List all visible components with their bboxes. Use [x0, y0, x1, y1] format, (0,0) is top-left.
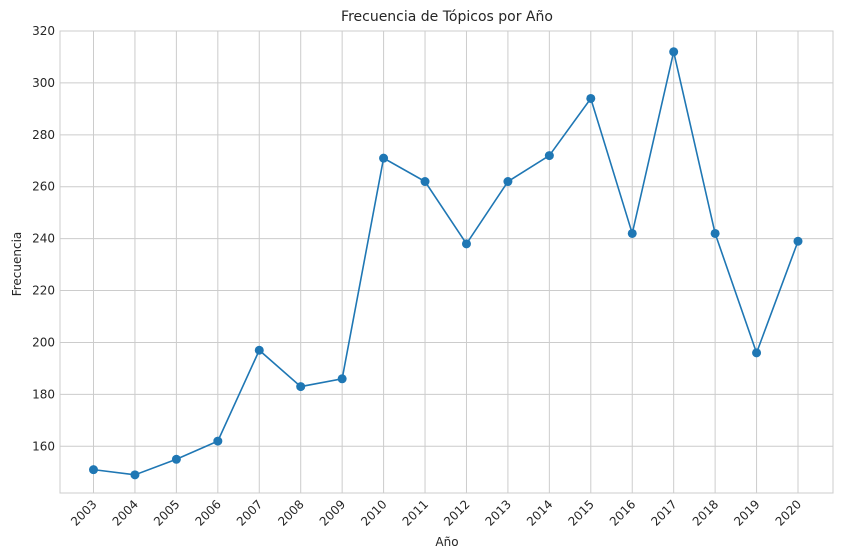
x-tick-label: 2012	[441, 497, 472, 528]
x-tick-label: 2015	[565, 497, 596, 528]
series-line	[93, 51, 799, 476]
x-tick-label: 2014	[524, 497, 555, 528]
data-point-2018	[710, 228, 720, 238]
x-tick-label: 2006	[192, 497, 223, 528]
data-point-2004	[130, 470, 140, 480]
data-point-2005	[171, 454, 181, 464]
x-gridlines	[93, 31, 799, 493]
data-point-2012	[461, 239, 471, 249]
series-layer	[89, 47, 803, 480]
x-tick-labels: 2003 2004 2005 2006 2007 2008 2009 2010 2011 2012…	[68, 497, 804, 528]
y-tick-label: 320	[32, 24, 55, 38]
x-tick-label: 2008	[275, 497, 306, 528]
x-tick-label: 2016	[607, 497, 638, 528]
x-tick-label: 2017	[648, 497, 679, 528]
y-tick-label: 200	[32, 335, 55, 349]
chart-title: Frecuencia de Tópicos por Año	[341, 9, 553, 25]
x-tick-label: 2018	[690, 497, 721, 528]
data-point-2019	[752, 348, 762, 358]
y-tick-labels: 160 180 200 220 240 260 280 300 320	[32, 24, 55, 453]
data-point-2003	[89, 465, 98, 475]
x-tick-label: 2004	[110, 497, 141, 528]
data-point-2015	[586, 93, 596, 103]
data-point-2016	[627, 228, 637, 238]
x-tick-label: 2005	[151, 497, 182, 528]
y-tick-label: 260	[32, 180, 55, 194]
data-point-2020	[793, 236, 803, 246]
y-tick-label: 240	[32, 232, 55, 246]
x-tick-label: 2019	[731, 497, 762, 528]
y-tick-label: 220	[32, 284, 55, 298]
data-point-2013	[503, 177, 513, 187]
x-tick-label: 2011	[400, 497, 431, 528]
data-point-2007	[254, 345, 264, 355]
x-axis-label: Año	[435, 535, 458, 549]
x-tick-label: 2020	[773, 497, 804, 528]
y-tick-label: 300	[32, 76, 55, 90]
plot-frame	[59, 30, 834, 494]
y-tick-label: 280	[32, 128, 55, 142]
y-tick-label: 160	[32, 439, 55, 453]
x-tick-label: 2007	[234, 497, 265, 528]
data-point-2010	[379, 153, 389, 163]
data-point-2014	[544, 151, 554, 161]
x-tick-label: 2013	[483, 497, 514, 528]
y-tick-label: 180	[32, 387, 55, 401]
data-point-2011	[420, 177, 430, 187]
x-tick-label: 2009	[317, 497, 348, 528]
data-point-2008	[296, 382, 306, 392]
y-axis-label: Frecuencia	[10, 232, 24, 297]
x-tick-label: 2010	[358, 497, 389, 528]
x-tick-label: 2003	[68, 497, 99, 528]
data-point-2017	[669, 47, 679, 57]
data-point-2009	[337, 374, 347, 384]
data-point-2006	[213, 436, 223, 446]
